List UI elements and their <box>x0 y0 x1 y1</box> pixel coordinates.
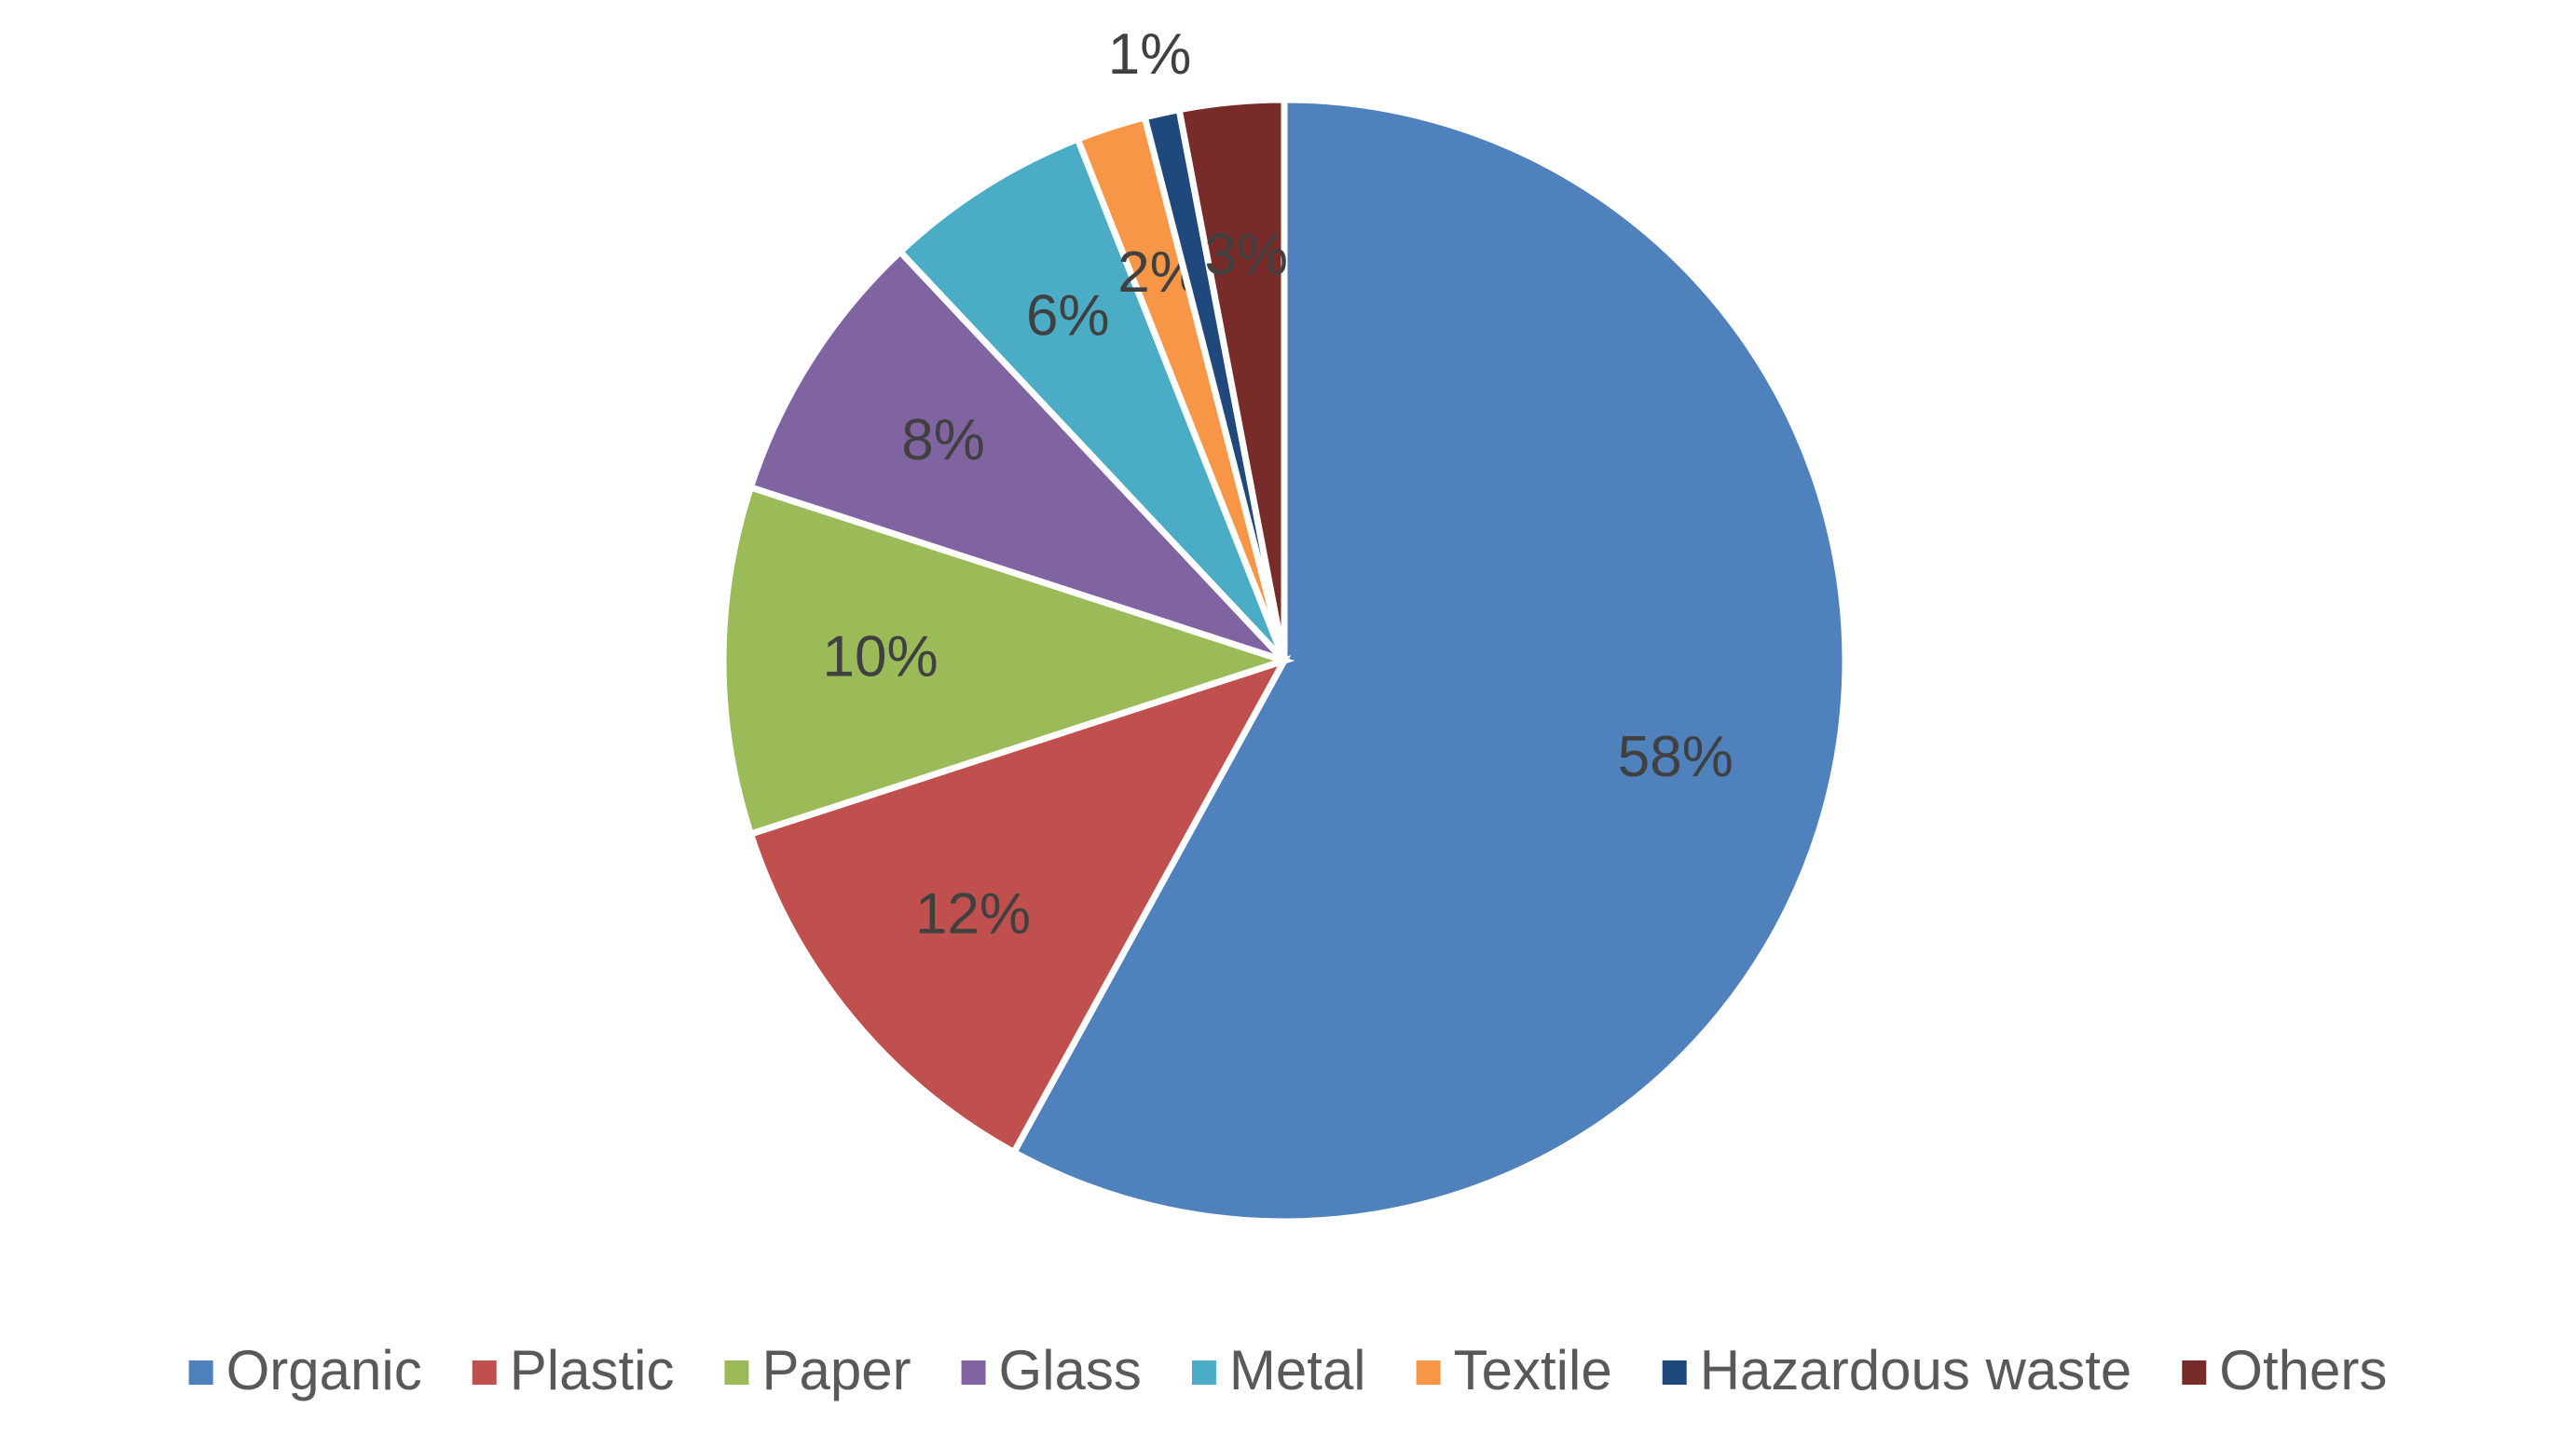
data-label: 3% <box>1204 223 1288 287</box>
legend-marker <box>2182 1360 2207 1385</box>
legend-label: Glass <box>999 1339 1142 1401</box>
legend: Organic Plastic Paper Glass Metal Textile Haza… <box>188 1339 2387 1401</box>
pie-slice <box>1175 96 1288 662</box>
pie-slice <box>895 134 1288 663</box>
data-label: 6% <box>1026 283 1110 348</box>
legend-label: Metal <box>1229 1339 1366 1401</box>
data-label: 12% <box>915 882 1031 947</box>
legend-marker <box>961 1360 986 1385</box>
data-label: 58% <box>1618 725 1733 789</box>
legend-label: Plastic <box>510 1339 675 1401</box>
legend-marker <box>724 1360 749 1385</box>
legend-marker <box>1191 1360 1216 1385</box>
legend-label: Textile <box>1454 1339 1612 1401</box>
legend-label: Organic <box>226 1339 422 1401</box>
pie-slice <box>719 483 1295 839</box>
data-label: 10% <box>823 624 939 689</box>
pie-slice <box>1009 96 1849 1225</box>
legend-marker <box>188 1360 213 1385</box>
pie-slice <box>747 654 1292 1157</box>
legend-label: Paper <box>761 1339 911 1401</box>
data-label: 1% <box>1108 22 1192 87</box>
legend-marker <box>1416 1360 1441 1385</box>
legend-marker <box>1662 1360 1687 1385</box>
legend-label: Hazardous waste <box>1700 1339 2132 1401</box>
pie-slice <box>747 247 1287 664</box>
legend-marker <box>472 1360 497 1385</box>
legend-label: Others <box>2219 1339 2387 1401</box>
data-label: 8% <box>901 408 985 472</box>
